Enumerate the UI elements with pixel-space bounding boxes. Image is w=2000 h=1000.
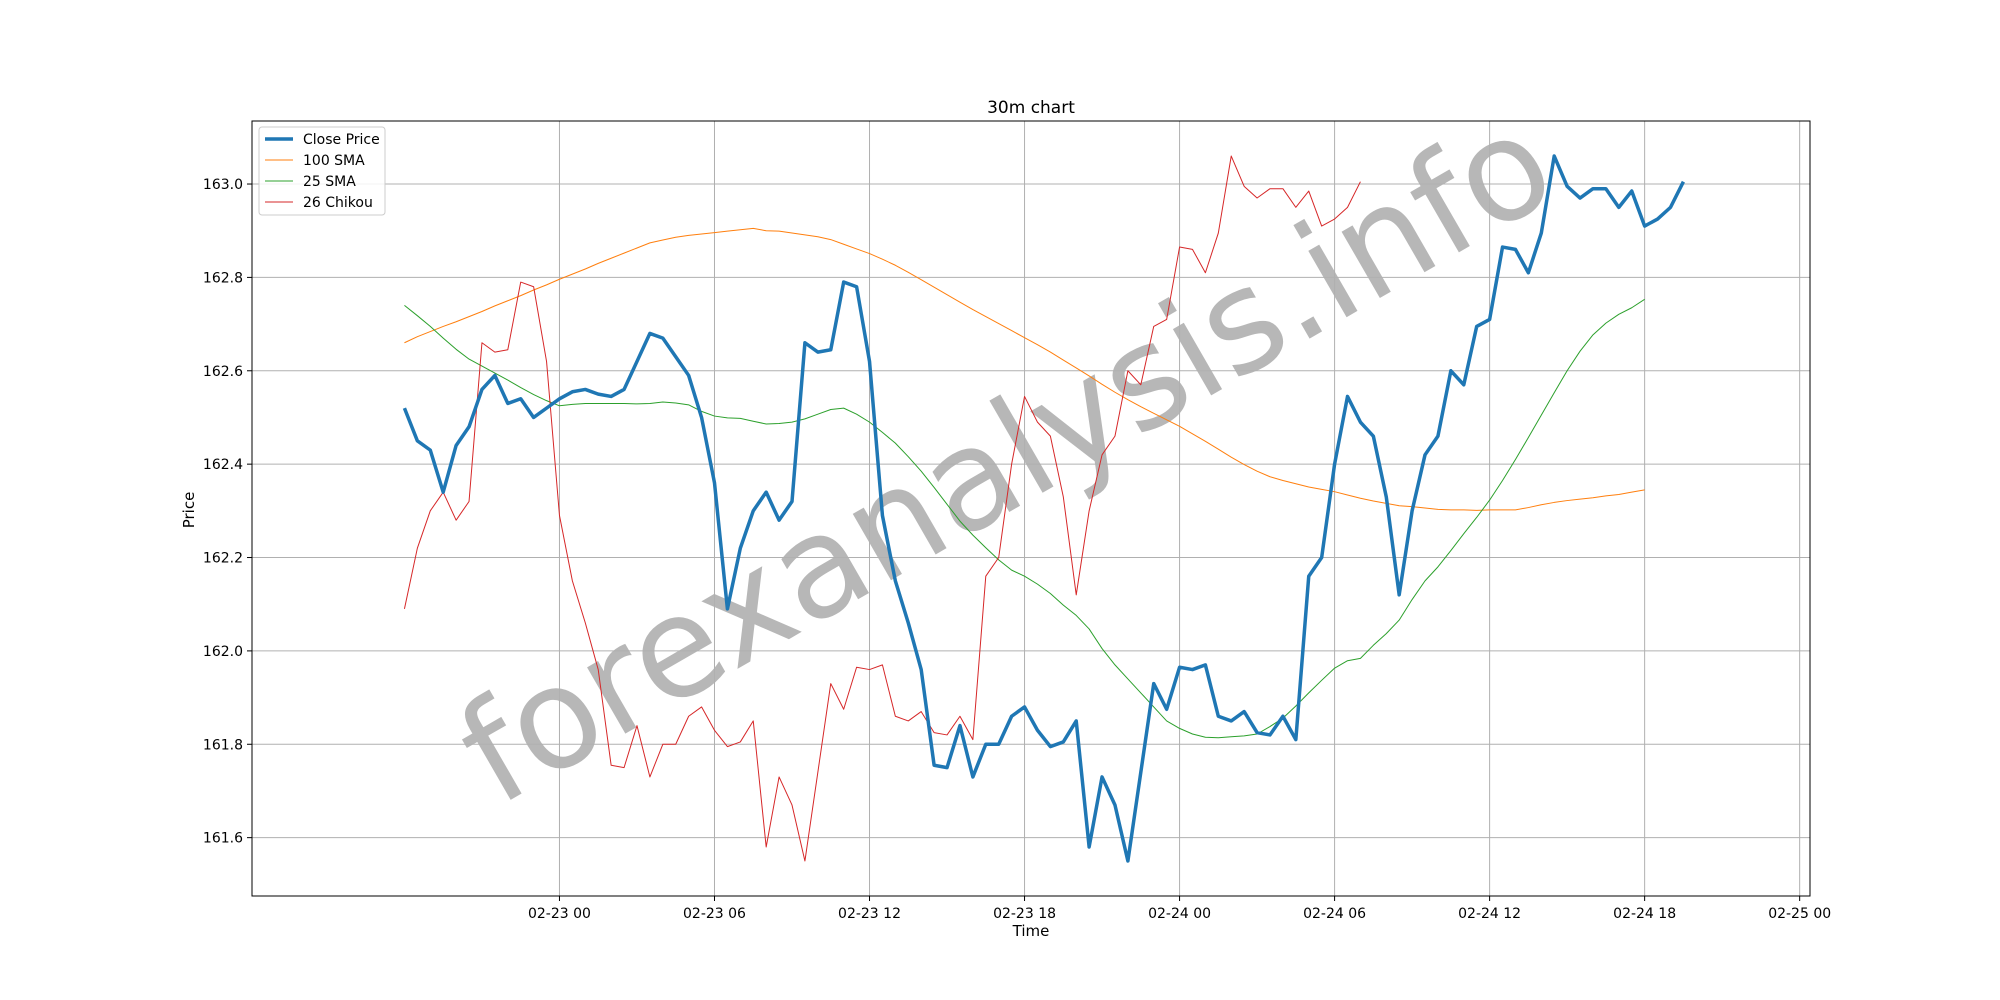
legend-label-25-sma: 25 SMA xyxy=(303,174,356,190)
x-tick-label: 02-23 06 xyxy=(683,906,746,922)
series-line-100-sma xyxy=(404,227,1645,511)
y-tick-label: 162.2 xyxy=(203,551,243,567)
x-tick-label: 02-23 12 xyxy=(838,906,901,922)
series-lines xyxy=(402,154,1685,863)
legend-label-close-price: Close Price xyxy=(303,132,380,148)
y-tick-label: 162.0 xyxy=(203,644,243,660)
plot-area-frame xyxy=(251,120,1811,897)
x-tick-label: 02-23 00 xyxy=(528,906,591,922)
x-tick-label: 02-24 18 xyxy=(1613,906,1676,922)
legend: Close Price 100 SMA 25 SMA 26 Chikou xyxy=(258,126,386,216)
series-line-25-sma xyxy=(404,298,1645,739)
x-tick-label: 02-23 18 xyxy=(993,906,1056,922)
y-axis-label: Price xyxy=(180,492,198,529)
x-tick-label: 02-24 12 xyxy=(1458,906,1521,922)
x-tick-label: 02-24 00 xyxy=(1148,906,1211,922)
x-tick-label: 02-24 06 xyxy=(1303,906,1366,922)
legend-label-100-sma: 100 SMA xyxy=(303,153,365,169)
y-tick-label: 161.8 xyxy=(203,737,243,753)
y-axis-ticks: 161.6 161.8 162.0 162.2 162.4 162.6 162.8 163.0 xyxy=(203,177,252,847)
x-tick-label: 02-25 00 xyxy=(1768,906,1831,922)
series-line-26-chikou xyxy=(403,155,1361,862)
y-tick-label: 162.6 xyxy=(203,364,243,380)
chart-title: 30m chart xyxy=(987,98,1075,118)
legend-box xyxy=(258,126,386,216)
x-axis-label: Time xyxy=(1012,922,1050,940)
y-tick-label: 162.4 xyxy=(203,457,243,473)
legend-label-26-chikou: 26 Chikou xyxy=(303,195,373,211)
y-tick-label: 161.6 xyxy=(203,831,243,847)
y-tick-label: 162.8 xyxy=(203,270,243,286)
series-line-close-price xyxy=(402,154,1685,863)
x-axis-ticks: 02-23 00 02-23 06 02-23 12 02-23 18 02-24 00… xyxy=(528,896,1831,922)
y-tick-label: 163.0 xyxy=(203,177,243,193)
